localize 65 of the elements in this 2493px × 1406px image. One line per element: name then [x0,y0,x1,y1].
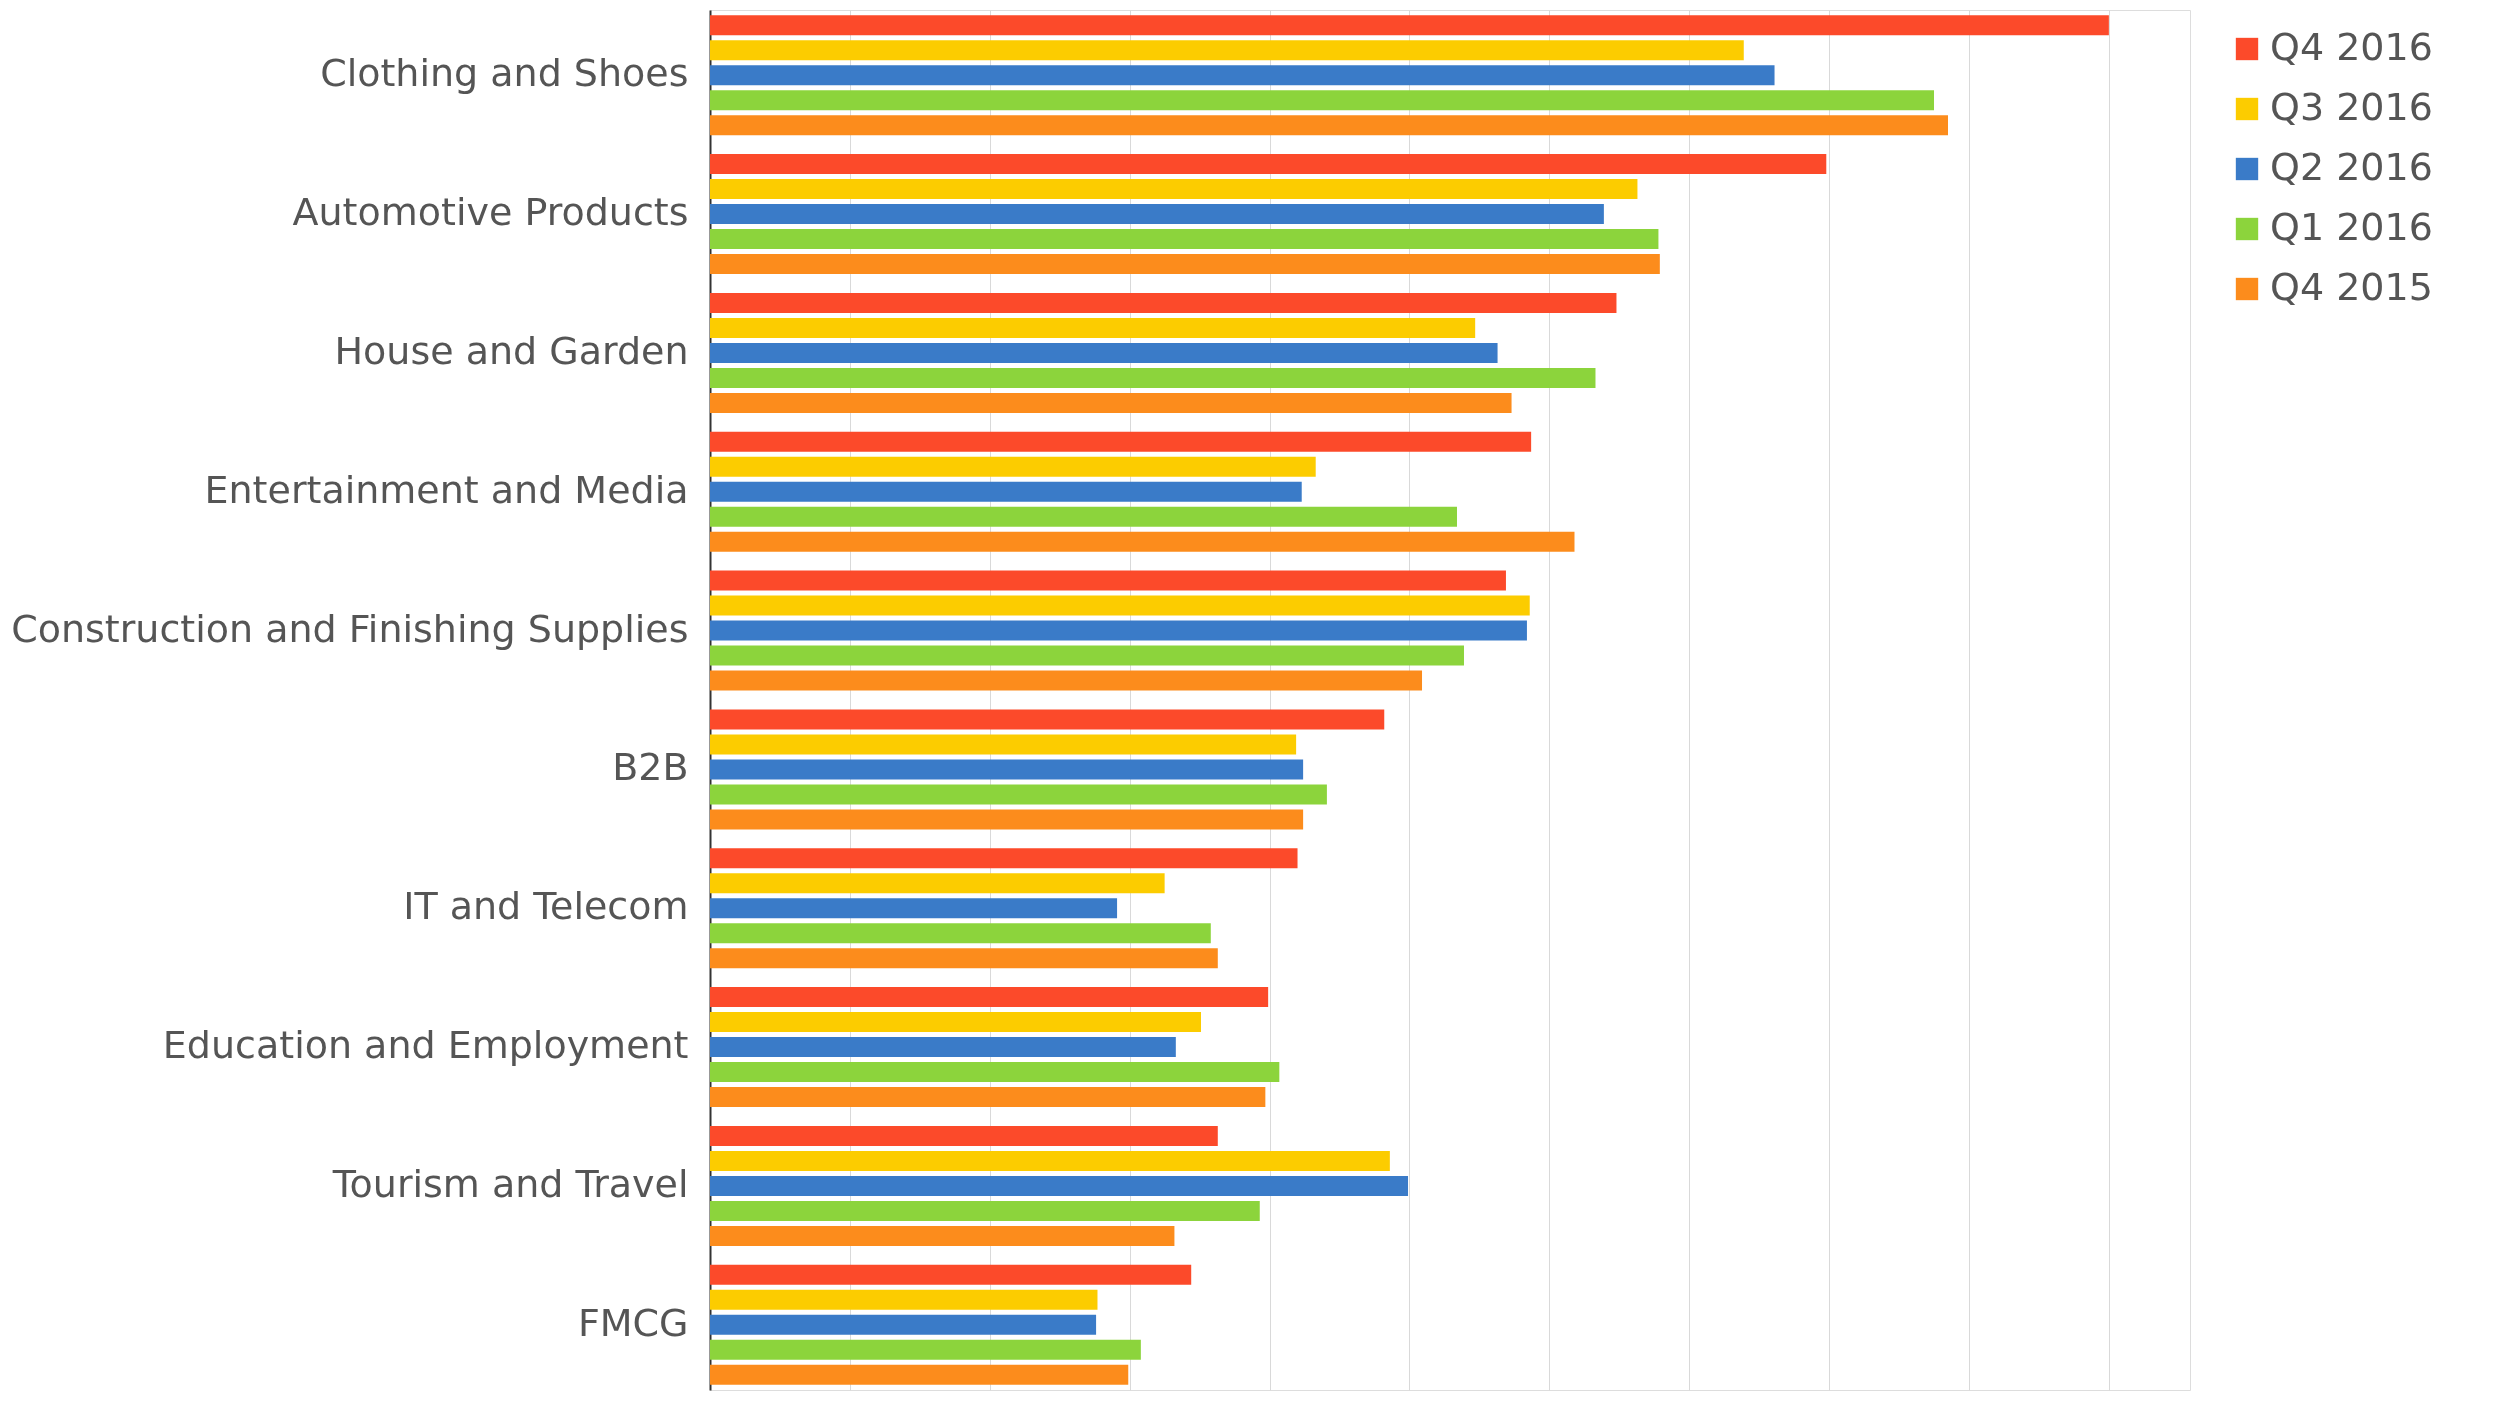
bar [710,317,1476,338]
bar [710,734,1297,755]
legend-label: Q4 2015 [2270,265,2433,309]
bar [710,40,1744,61]
legend-label: Q3 2016 [2270,85,2433,129]
bar [710,987,1269,1008]
bar [710,923,1211,944]
bar [710,1339,1141,1360]
y-tick-label: IT and Telecom [403,884,689,929]
bar [710,431,1532,452]
bar [710,1150,1390,1171]
bar [710,367,1596,388]
bar [710,115,1948,136]
bar [710,342,1498,363]
bar [710,848,1298,869]
bar [710,1037,1176,1058]
y-tick-label: House and Garden [334,328,689,373]
bar [710,1200,1260,1221]
y-tick-label: Automotive Products [292,190,689,235]
y-tick-label: B2B [612,745,689,790]
bar [710,229,1659,250]
bar [710,65,1775,86]
bar [710,809,1304,830]
bar [710,1314,1097,1335]
bar [710,759,1304,780]
bar [710,179,1638,200]
bar [710,506,1457,527]
legend-label: Q2 2016 [2270,145,2433,189]
bar [710,1289,1098,1310]
bar [710,898,1118,919]
bar [710,645,1464,666]
y-tick-label: Entertainment and Media [204,467,689,512]
y-tick-label: Clothing and Shoes [320,51,689,96]
bar [710,204,1604,225]
bar [710,154,1827,175]
bar [710,15,2109,36]
bar [710,570,1506,591]
bar [710,1125,1218,1146]
bar [710,1087,1266,1108]
bar [710,392,1512,413]
bar [710,1225,1175,1246]
legend-label: Q1 2016 [2270,205,2433,249]
y-tick-label: FMCG [577,1300,689,1345]
bar [710,1012,1201,1033]
bar [710,481,1302,502]
bar [710,254,1660,275]
bar [710,292,1617,313]
bar [710,948,1218,969]
bar [710,873,1165,894]
bar [710,784,1327,805]
y-tick-label: Education and Employment [162,1023,689,1068]
y-tick-label: Construction and Finishing Supplies [11,606,689,651]
bar [710,456,1316,477]
bar [710,670,1423,691]
legend-label: Q4 2016 [2270,25,2433,69]
bar [710,1264,1192,1285]
bar [710,1364,1129,1385]
bar [710,531,1575,552]
bar [710,1062,1280,1083]
y-tick-label: Tourism and Travel [331,1161,689,1206]
bar [710,709,1385,730]
bar [710,1175,1409,1196]
bar [710,595,1530,616]
bar [710,90,1935,111]
bar [710,620,1527,641]
